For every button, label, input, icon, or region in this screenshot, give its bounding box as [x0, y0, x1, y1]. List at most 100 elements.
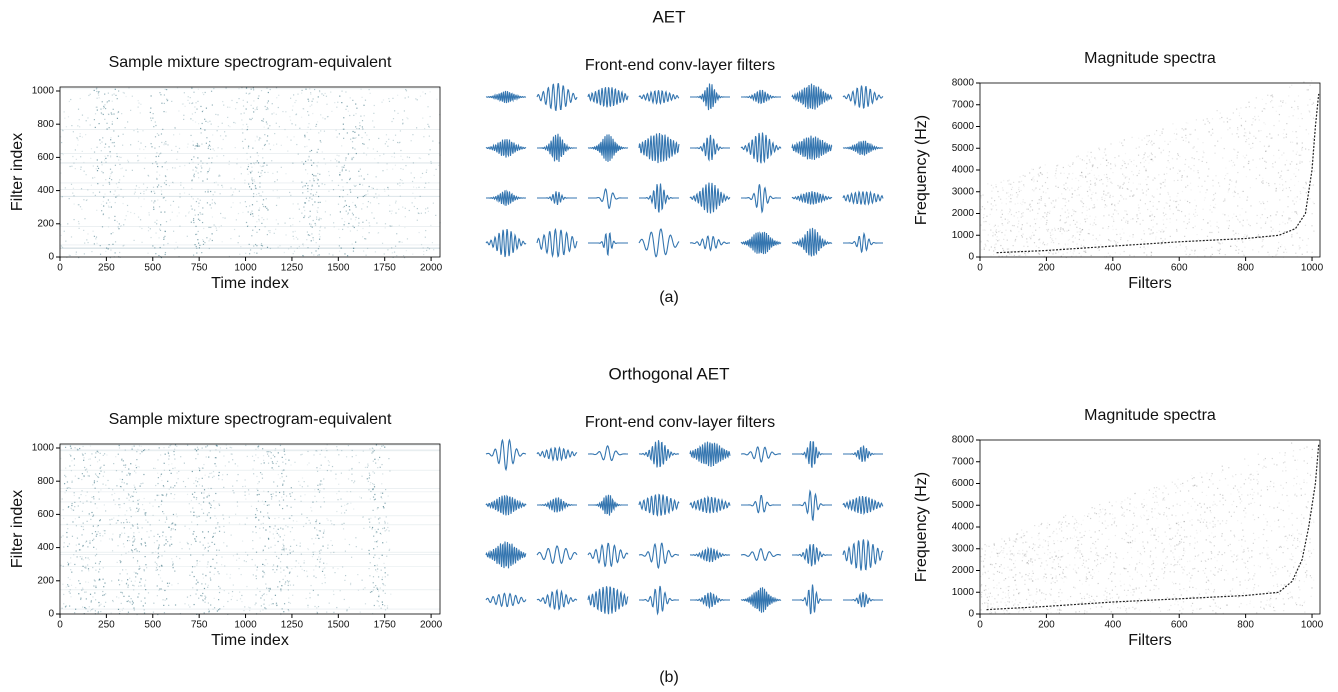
texture-dot — [1299, 248, 1300, 249]
texture-dot — [133, 602, 134, 603]
texture-dot — [333, 590, 334, 591]
texture-dot — [130, 463, 131, 464]
texture-dot — [119, 156, 120, 157]
texture-dot — [1039, 202, 1040, 203]
texture-dot — [1169, 151, 1170, 152]
texture-dot — [212, 240, 213, 241]
texture-dot — [293, 94, 294, 95]
texture-dot — [301, 92, 302, 93]
texture-dot — [327, 520, 328, 521]
texture-dot — [1219, 186, 1220, 187]
texture-dot — [227, 474, 228, 475]
texture-dot — [295, 231, 296, 232]
texture-dot — [274, 133, 275, 134]
texture-dot — [195, 540, 196, 541]
texture-dot — [991, 198, 992, 199]
texture-dot — [78, 223, 79, 224]
texture-dot — [126, 498, 127, 499]
texture-dot — [179, 166, 180, 167]
texture-dot — [1138, 173, 1139, 174]
texture-dot — [267, 140, 268, 141]
filter-waveform — [639, 495, 679, 516]
texture-dot — [1259, 119, 1260, 120]
texture-dot — [1188, 142, 1189, 143]
x-tick-label: 1250 — [281, 620, 304, 631]
texture-dot — [1281, 244, 1282, 245]
texture-dot — [1166, 202, 1167, 203]
texture-dot — [265, 206, 266, 207]
texture-dot — [1246, 155, 1247, 156]
texture-dot — [97, 159, 98, 160]
texture-dot — [164, 94, 165, 95]
texture-dot — [278, 558, 279, 559]
texture-dot — [141, 228, 142, 229]
texture-dot — [216, 182, 217, 183]
texture-dot — [1009, 183, 1010, 184]
texture-dot — [1093, 164, 1094, 165]
texture-dot — [1302, 240, 1303, 241]
texture-dot — [155, 253, 156, 254]
texture-dot — [263, 206, 264, 207]
texture-dot — [1129, 236, 1130, 237]
texture-dot — [110, 169, 111, 170]
texture-dot — [222, 479, 223, 480]
texture-dot — [330, 214, 331, 215]
texture-dot — [1047, 188, 1048, 189]
texture-dot — [1194, 253, 1195, 254]
texture-dot — [207, 178, 208, 179]
texture-dot — [82, 588, 83, 589]
texture-dot — [251, 105, 252, 106]
texture-dot — [1150, 211, 1151, 212]
texture-dot — [1026, 209, 1027, 210]
texture-dot — [98, 605, 99, 606]
texture-dot — [1243, 236, 1244, 237]
texture-dot — [423, 136, 424, 137]
texture-dot — [213, 536, 214, 537]
texture-dot — [400, 168, 401, 169]
texture-dot — [1291, 236, 1292, 237]
texture-dot — [202, 574, 203, 575]
texture-dot — [215, 114, 216, 115]
texture-dot — [96, 536, 97, 537]
texture-dot — [356, 455, 357, 456]
texture-dot — [119, 504, 120, 505]
texture-dot — [134, 539, 135, 540]
texture-dot — [246, 561, 247, 562]
texture-dot — [240, 167, 241, 168]
texture-dot — [378, 138, 379, 139]
texture-dot — [208, 550, 209, 551]
texture-dot — [1028, 209, 1029, 210]
texture-dot — [292, 231, 293, 232]
texture-dot — [174, 467, 175, 468]
texture-dot — [1062, 228, 1063, 229]
texture-dot — [1193, 214, 1194, 215]
texture-dot — [1068, 200, 1069, 201]
texture-dot — [238, 98, 239, 99]
texture-dot — [210, 191, 211, 192]
texture-dot — [1218, 227, 1219, 228]
texture-dot — [90, 465, 91, 466]
texture-dot — [308, 123, 309, 124]
texture-dot — [376, 176, 377, 177]
texture-dot — [280, 561, 281, 562]
texture-dot — [218, 586, 219, 587]
texture-dot — [138, 102, 139, 103]
texture-dot — [197, 563, 198, 564]
texture-dot — [1189, 254, 1190, 255]
texture-dot — [209, 168, 210, 169]
texture-dot — [261, 243, 262, 244]
texture-dot — [1185, 199, 1186, 200]
texture-dot — [84, 567, 85, 568]
texture-dot — [138, 503, 139, 504]
texture-dot — [261, 120, 262, 121]
texture-dot — [273, 533, 274, 534]
texture-dot — [314, 201, 315, 202]
texture-dot — [993, 250, 994, 251]
texture-dot — [255, 594, 256, 595]
texture-dot — [85, 581, 86, 582]
texture-dot — [305, 169, 306, 170]
texture-dot — [202, 478, 203, 479]
texture-dot — [165, 454, 166, 455]
texture-dot — [1311, 80, 1312, 81]
texture-dot — [95, 555, 96, 556]
